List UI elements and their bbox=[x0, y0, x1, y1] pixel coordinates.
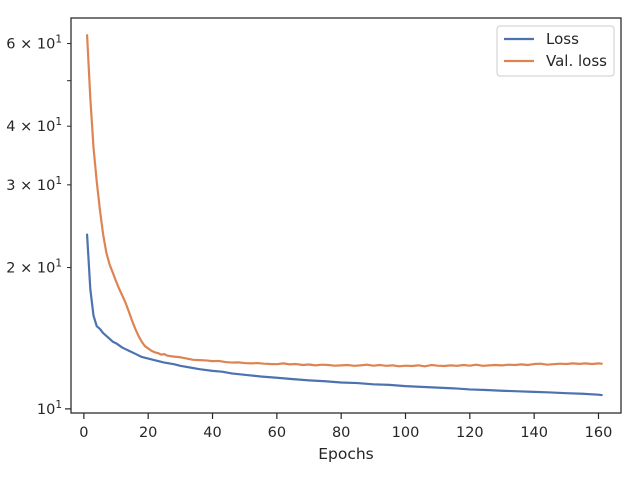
y-tick-label: 4 × 101 bbox=[6, 116, 62, 135]
x-tick-label: 60 bbox=[268, 425, 286, 441]
x-tick-label: 160 bbox=[585, 425, 613, 441]
series-line-2 bbox=[85, 34, 603, 368]
x-tick-label: 80 bbox=[332, 425, 350, 441]
x-tick-label: 20 bbox=[139, 425, 157, 441]
y-tick-label: 2 × 101 bbox=[6, 258, 62, 277]
legend-label-1: Loss bbox=[546, 30, 579, 48]
y-tick-label: 101 bbox=[37, 399, 62, 418]
legend: Loss Val. loss bbox=[496, 25, 615, 77]
legend-label-2: Val. loss bbox=[546, 52, 607, 70]
y-tick-label: 6 × 101 bbox=[6, 34, 62, 53]
x-tick-label: 120 bbox=[456, 425, 484, 441]
x-axis: 0 20 40 60 80 100 120 140 160 bbox=[79, 413, 612, 441]
y-axis: 101 2 × 101 3 × 101 4 × 101 6 × 101 bbox=[6, 34, 71, 418]
series-line-1 bbox=[85, 233, 603, 397]
y-tick-label: 3 × 101 bbox=[6, 175, 62, 194]
x-tick-label: 0 bbox=[79, 425, 88, 441]
x-axis-label: Epochs bbox=[318, 445, 374, 463]
x-tick-label: 40 bbox=[203, 425, 221, 441]
x-tick-label: 100 bbox=[392, 425, 420, 441]
x-tick-label: 140 bbox=[520, 425, 548, 441]
series-layer bbox=[85, 34, 603, 397]
plot-frame bbox=[70, 17, 622, 414]
